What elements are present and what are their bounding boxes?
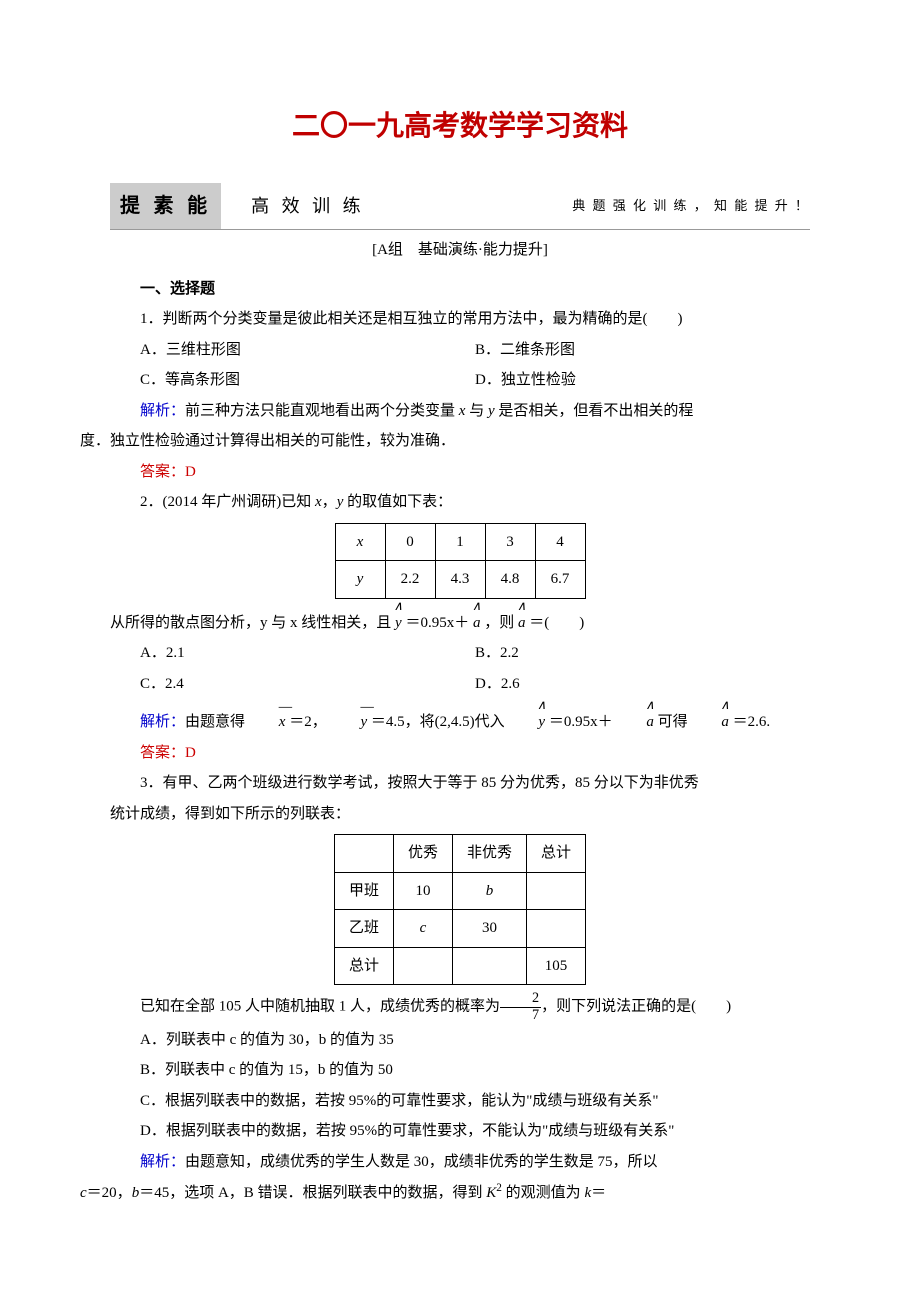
q2-table: x 0 1 3 4 y 2.2 4.3 4.8 6.7	[335, 523, 586, 599]
q3-opt-c: C．根据列联表中的数据，若按 95%的可靠性要求，能认为"成绩与班级有关系"	[110, 1087, 810, 1116]
q2-reg-prefix: 从所得的散点图分析，y 与 x 线性相关，且	[110, 615, 391, 631]
q1-stem: 1．判断两个分类变量是彼此相关还是相互独立的常用方法中，最为精确的是( )	[110, 305, 810, 334]
q2-eq-tail: ＝( )	[529, 615, 584, 631]
table-cell: 总计	[527, 835, 586, 873]
q3-prob-line: 已知在全部 105 人中随机抽取 1 人，成绩优秀的概率为27，则下列说法正确的…	[110, 991, 810, 1023]
table-cell: c	[393, 910, 452, 948]
q3-prob-prefix: 已知在全部 105 人中随机抽取 1 人，成绩优秀的概率为	[140, 999, 500, 1015]
q2-opt-b: B．2.2	[475, 639, 810, 668]
x-bar-symbol: —x	[249, 708, 286, 737]
table-row: 总计 105	[334, 947, 585, 985]
header-box: 提 素 能	[110, 183, 221, 229]
document-title: 二〇一九高考数学学习资料	[110, 100, 810, 153]
q3-analysis-text1: 由题意知，成绩优秀的学生人数是 30，成绩非优秀的学生数是 75，所以	[185, 1154, 658, 1170]
q2-analysis: 解析：由题意得 —x ＝2， —y ＝4.5，将(2,4.5)代入 ∧y ＝0.…	[110, 708, 810, 737]
q3-table: 优秀 非优秀 总计 甲班 10 b 乙班 c 30 总计 105	[334, 834, 586, 985]
q2-options-row2: C．2.4 D．2.6	[110, 670, 810, 699]
q2-stem: 2．(2014 年广州调研)已知 x，y 的取值如下表：	[110, 488, 810, 517]
a-hat-symbol: ∧a	[518, 609, 526, 638]
q3-stem1: 3．有甲、乙两个班级进行数学考试，按照大于等于 85 分为优秀，85 分以下为非…	[110, 769, 810, 798]
header-sub: 高 效 训 练	[251, 189, 365, 223]
table-cell: 2.2	[385, 561, 435, 599]
q3-opt-a: A．列联表中 c 的值为 30，b 的值为 35	[110, 1026, 810, 1055]
table-cell	[453, 947, 527, 985]
table-cell: 4.3	[435, 561, 485, 599]
q1-answer: 答案：D	[110, 458, 810, 487]
table-cell	[527, 872, 586, 910]
q2-opt-c: C．2.4	[140, 670, 475, 699]
q2-opt-a: A．2.1	[140, 639, 475, 668]
table-row: 甲班 10 b	[334, 872, 585, 910]
q2-an-p1: 由题意得	[185, 714, 245, 730]
q2-an-eq4: ＝2.6.	[733, 714, 771, 730]
table-cell: 10	[393, 872, 452, 910]
q2-eq-suffix: ，则	[484, 615, 514, 631]
q2-eq-mid: ＝0.95x＋	[405, 615, 469, 631]
q1-analysis-l2: 度．独立性检验通过计算得出相关的可能性，较为准确．	[80, 427, 810, 456]
y-hat-symbol: ∧y	[395, 609, 402, 638]
analysis-label: 解析：	[140, 1154, 185, 1170]
a-hat-symbol: ∧a	[691, 708, 729, 737]
q1-opt-b: B．二维条形图	[475, 336, 810, 365]
q1-opt-a: A．三维柱形图	[140, 336, 475, 365]
q3-analysis-l1: 解析：由题意知，成绩优秀的学生人数是 30，成绩非优秀的学生数是 75，所以	[110, 1148, 810, 1177]
q3-opt-d: D．根据列联表中的数据，若按 95%的可靠性要求，不能认为"成绩与班级有关系"	[110, 1117, 810, 1146]
table-cell: 总计	[334, 947, 393, 985]
q2-opt-d: D．2.6	[475, 670, 810, 699]
header-bar: 提 素 能 高 效 训 练 典 题 强 化 训 练 ， 知 能 提 升 ！	[110, 183, 810, 230]
table-cell: 3	[485, 523, 535, 561]
q1-options-row2: C．等高条形图 D．独立性检验	[110, 366, 810, 395]
table-cell: 甲班	[334, 872, 393, 910]
q1-opt-c: C．等高条形图	[140, 366, 475, 395]
q2-an-eq1a: ＝2，	[289, 714, 327, 730]
table-cell: 乙班	[334, 910, 393, 948]
q2-regression-line: 从所得的散点图分析，y 与 x 线性相关，且 ∧y ＝0.95x＋ ∧a ，则 …	[110, 609, 810, 638]
a-hat-symbol: ∧a	[473, 609, 481, 638]
table-cell: 30	[453, 910, 527, 948]
table-cell: 4.8	[485, 561, 535, 599]
table-row: 优秀 非优秀 总计	[334, 835, 585, 873]
table-cell	[527, 910, 586, 948]
q2-options-row1: A．2.1 B．2.2	[110, 639, 810, 668]
table-cell: 优秀	[393, 835, 452, 873]
frac-den: 7	[500, 1007, 541, 1024]
table-cell: 6.7	[535, 561, 585, 599]
table-cell: 4	[535, 523, 585, 561]
table-cell: y	[335, 561, 385, 599]
table-cell: 非优秀	[453, 835, 527, 873]
table-cell	[393, 947, 452, 985]
table-cell: b	[453, 872, 527, 910]
q3-analysis-l2: c＝20，b＝45，选项 A，B 错误．根据列联表中的数据，得到 K2 的观测值…	[80, 1178, 810, 1208]
section-choice-heading: 一、选择题	[110, 275, 810, 304]
table-row: x 0 1 3 4	[335, 523, 585, 561]
q2-an-eq1b: ＝4.5，将(2,4.5)代入	[371, 714, 505, 730]
analysis-label: 解析：	[140, 403, 185, 419]
q2-answer: 答案：D	[110, 739, 810, 768]
table-cell	[334, 835, 393, 873]
table-cell: 1	[435, 523, 485, 561]
frac-num: 2	[500, 991, 541, 1007]
table-cell: 105	[527, 947, 586, 985]
analysis-label: 解析：	[140, 714, 185, 730]
q1-analysis-l1: 解析：前三种方法只能直观地看出两个分类变量 x 与 y 是否相关，但看不出相关的…	[110, 397, 810, 426]
table-cell: 0	[385, 523, 435, 561]
q2-an-eq2: ＝0.95x＋	[549, 714, 613, 730]
fraction-2-7: 27	[500, 991, 541, 1023]
y-bar-symbol: —y	[330, 708, 367, 737]
q2-an-eq3: 可得	[658, 714, 688, 730]
q1-options-row1: A．三维柱形图 B．二维条形图	[110, 336, 810, 365]
group-label: [A组 基础演练·能力提升]	[110, 236, 810, 265]
q3-stem2: 统计成绩，得到如下所示的列联表：	[110, 800, 810, 829]
a-hat-symbol: ∧a	[616, 708, 654, 737]
q1-opt-d: D．独立性检验	[475, 366, 810, 395]
header-tagline: 典 题 强 化 训 练 ， 知 能 提 升 ！	[572, 194, 810, 219]
q1-analysis-text1: 前三种方法只能直观地看出两个分类变量 x 与 y 是否相关，但看不出相关的程	[185, 403, 693, 419]
table-row: 乙班 c 30	[334, 910, 585, 948]
q3-prob-suffix: ，则下列说法正确的是( )	[541, 999, 731, 1015]
table-row: y 2.2 4.3 4.8 6.7	[335, 561, 585, 599]
y-hat-symbol: ∧y	[508, 708, 545, 737]
q3-opt-b: B．列联表中 c 的值为 15，b 的值为 50	[110, 1056, 810, 1085]
table-cell: x	[335, 523, 385, 561]
